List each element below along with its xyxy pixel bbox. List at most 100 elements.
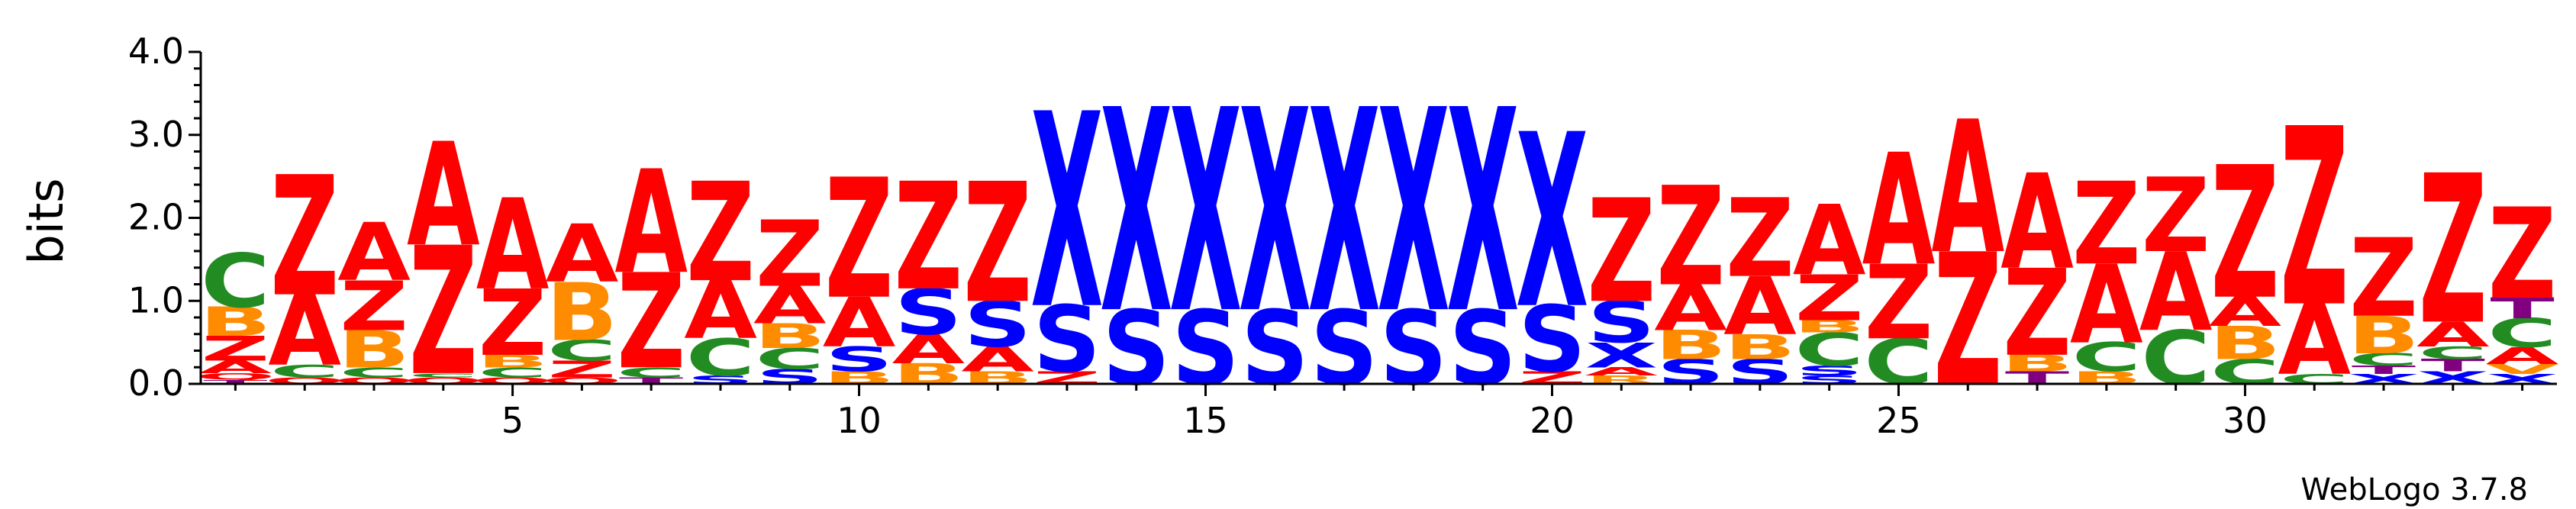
logo-letter-a-pos-25: A: [1862, 122, 1936, 301]
x-tick-label: 10: [837, 400, 882, 441]
logo-letter-c-pos-7: C: [617, 365, 686, 381]
logo-letter-b-pos-1: B: [199, 299, 271, 345]
logo-letter-z-pos-34: Z: [2488, 182, 2557, 328]
svg-text:C: C: [547, 334, 617, 368]
logo-letter-a-pos-4: A: [407, 113, 480, 279]
logo-letter-c-pos-6: C: [547, 334, 617, 368]
svg-text:A: A: [2486, 343, 2559, 369]
svg-text:S: S: [1033, 287, 1101, 393]
svg-text:A: A: [753, 276, 827, 336]
x-tick-label: 25: [1876, 400, 1921, 441]
svg-text:B: B: [1724, 327, 1796, 367]
logo-letter-s-pos-10: S: [825, 340, 893, 379]
logo-letter-x-pos-17: X: [1307, 52, 1380, 376]
svg-text:B: B: [338, 321, 410, 380]
svg-text:A: A: [684, 265, 757, 357]
svg-text:Z: Z: [2072, 159, 2141, 291]
y-tick-label: 2.0: [128, 197, 184, 238]
svg-text:S: S: [825, 340, 893, 379]
svg-text:A: A: [476, 173, 550, 319]
svg-text:A: A: [199, 357, 272, 377]
logo-letter-x-pos-21: X: [1585, 336, 1658, 375]
svg-text:Z: Z: [825, 144, 894, 337]
svg-text:X: X: [1169, 52, 1242, 376]
logo-letter-z-pos-23: Z: [1726, 177, 1794, 302]
svg-text:A: A: [1585, 365, 1658, 378]
logo-letter-a-pos-6: A: [546, 208, 619, 301]
svg-text:Z: Z: [548, 356, 617, 382]
svg-text:A: A: [1654, 272, 1727, 344]
svg-text:Z: Z: [894, 152, 962, 324]
svg-text:X: X: [1516, 84, 1588, 362]
logo-letter-s-pos-12: S: [964, 288, 1032, 361]
logo-letter-c-pos-2: C: [270, 362, 340, 382]
svg-text:C: C: [755, 343, 824, 376]
svg-text:S: S: [1795, 362, 1863, 379]
svg-text:C: C: [270, 362, 340, 382]
svg-text:Z: Z: [1588, 169, 1656, 335]
svg-text:C: C: [686, 329, 756, 388]
logo-letter-z-pos-8: Z: [686, 154, 755, 313]
logo-letter-a-pos-11: A: [891, 327, 965, 372]
logo-letter-x-pos-14: X: [1100, 52, 1172, 376]
logo-letter-b-pos-30: B: [2209, 317, 2281, 369]
svg-text:Z: Z: [1933, 215, 2002, 427]
svg-text:C: C: [2418, 343, 2487, 363]
svg-text:Z: Z: [409, 209, 478, 414]
svg-text:T: T: [2352, 363, 2416, 376]
logo-letter-b-pos-9: B: [754, 317, 826, 356]
svg-text:B: B: [1794, 317, 1865, 337]
logo-letter-b-pos-24: B: [1794, 317, 1865, 337]
logo-letter-c-pos-33: C: [2418, 343, 2487, 363]
y-tick-label: 1.0: [128, 279, 184, 321]
logo-letter-b-pos-5: B: [477, 352, 549, 372]
logo-letter-z-pos-7: Z: [617, 246, 685, 399]
logo-letter-a-pos-34: A: [2486, 343, 2559, 369]
logo-letter-s-pos-21: S: [1588, 290, 1656, 356]
logo-letter-s-pos-24: S: [1795, 362, 1863, 379]
svg-text:T: T: [2421, 356, 2486, 375]
svg-text:A: A: [407, 113, 480, 279]
svg-text:B: B: [754, 317, 826, 356]
logo-letter-a-pos-26: A: [1931, 82, 2004, 294]
svg-text:A: A: [268, 275, 341, 388]
logo-letter-z-pos-11: Z: [894, 152, 962, 324]
svg-text:X: X: [1446, 52, 1519, 376]
logo-letter-b-pos-27: B: [2001, 351, 2073, 377]
logo-letter-a-pos-33: A: [2416, 315, 2490, 355]
svg-text:Z: Z: [963, 148, 1032, 340]
svg-text:Z: Z: [2003, 245, 2071, 384]
logo-letter-c-pos-24: C: [1794, 324, 1864, 376]
logo-letter-t-pos-1: T: [203, 379, 268, 385]
svg-text:C: C: [478, 365, 547, 381]
logo-letter-a-pos-24: A: [1793, 185, 1866, 298]
svg-text:Z: Z: [479, 270, 547, 376]
svg-text:A: A: [961, 340, 1034, 379]
logo-letter-z-pos-30: Z: [2211, 128, 2280, 340]
svg-text:A: A: [1723, 260, 1797, 353]
logo-letter-a-pos-21: A: [1585, 365, 1658, 378]
logo-letter-v-pos-34: V: [2486, 361, 2559, 377]
logo-letter-s-pos-11: S: [895, 276, 962, 349]
svg-text:C: C: [617, 365, 686, 381]
svg-text:A: A: [2001, 147, 2074, 300]
svg-text:A: A: [1862, 122, 1936, 301]
svg-text:A: A: [337, 206, 411, 298]
svg-text:X: X: [1307, 52, 1380, 376]
logo-letter-a-pos-28: A: [2070, 243, 2143, 369]
svg-text:Z: Z: [2280, 78, 2349, 362]
logo-letter-c-pos-32: C: [2349, 350, 2419, 369]
logo-letter-z-pos-24: Z: [1795, 262, 1864, 334]
logo-letter-s-pos-13: S: [1033, 287, 1101, 393]
x-tick-label: 20: [1530, 400, 1575, 441]
svg-text:S: S: [895, 276, 962, 349]
svg-text:A: A: [614, 140, 688, 306]
logo-letter-a-pos-10: A: [823, 284, 896, 363]
svg-text:X: X: [1100, 52, 1172, 376]
logo-letter-x-pos-20: X: [1516, 84, 1588, 362]
logo-letter-c-pos-9: C: [755, 343, 824, 376]
svg-text:A: A: [823, 284, 896, 363]
logo-letter-b-pos-22: B: [1655, 323, 1726, 369]
logo-letter-z-pos-1: Z: [202, 329, 270, 369]
